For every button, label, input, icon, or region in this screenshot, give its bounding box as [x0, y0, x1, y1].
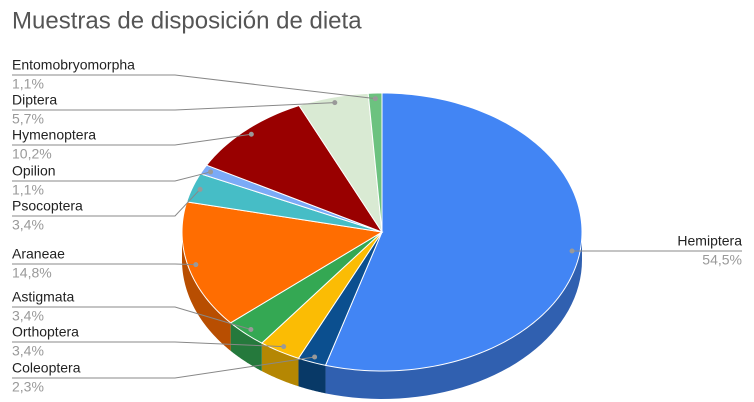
leader-line: [12, 74, 376, 100]
slice-side: [230, 322, 262, 372]
value-label: 14,8%: [12, 265, 52, 281]
legend-label: Araneae: [12, 246, 65, 262]
leader-dot: [248, 326, 254, 332]
legend-label: Coleoptera: [12, 360, 81, 376]
legend-label: Entomobryomorpha: [12, 57, 135, 73]
leader-line: [12, 306, 252, 330]
leader-line: [12, 171, 211, 182]
value-label: 3,4%: [12, 308, 44, 324]
legend-label: Psocoptera: [12, 198, 83, 214]
leader-dot: [281, 344, 287, 350]
slice: [205, 104, 384, 234]
leader-dot: [372, 96, 378, 102]
slice-side: [261, 343, 299, 387]
leader-dot: [197, 186, 203, 192]
leader-dot: [312, 354, 318, 360]
leader-line: [12, 263, 196, 266]
value-label: 1,1%: [12, 76, 44, 92]
leader-dot: [193, 262, 199, 268]
leader-line: [12, 341, 284, 348]
value-label: 54,5%: [702, 252, 742, 268]
leader-line: [12, 356, 315, 379]
legend-label: Diptera: [12, 92, 57, 108]
slice: [324, 92, 583, 372]
leader-line: [12, 102, 335, 111]
leader-dot: [569, 248, 575, 254]
value-label: 1,1%: [12, 182, 44, 198]
leader-dot: [248, 131, 254, 137]
legend-label: Orthoptera: [12, 324, 79, 340]
slice-side: [298, 358, 326, 394]
value-label: 5,7%: [12, 111, 44, 127]
leader-line: [12, 133, 252, 146]
value-label: 2,3%: [12, 379, 44, 395]
leader-dot: [332, 100, 338, 106]
value-label: 3,4%: [12, 343, 44, 359]
value-label: 3,4%: [12, 217, 44, 233]
slice: [260, 231, 383, 359]
slice: [298, 92, 383, 233]
slice: [229, 231, 383, 344]
legend-label: Opilion: [12, 163, 56, 179]
leader-line: [12, 188, 201, 217]
value-label: 10,2%: [12, 146, 52, 162]
legend-label: Hemiptera: [677, 233, 742, 249]
chart-title: Muestras de disposición de dieta: [12, 7, 362, 34]
slice-side: [182, 232, 231, 351]
slice-side: [325, 232, 582, 399]
slice: [181, 201, 384, 324]
legend-label: Astigmata: [12, 289, 74, 305]
slice: [367, 92, 383, 233]
leader-dot: [208, 169, 214, 175]
slice: [186, 173, 383, 233]
legend-label: Hymenoptera: [12, 127, 96, 143]
